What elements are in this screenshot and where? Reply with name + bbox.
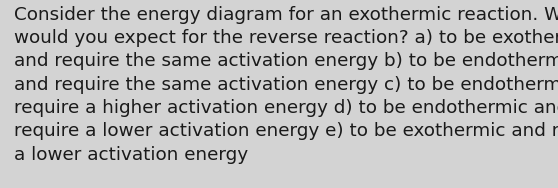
Text: Consider the energy diagram for an exothermic reaction. What
would you expect fo: Consider the energy diagram for an exoth… (14, 6, 558, 164)
